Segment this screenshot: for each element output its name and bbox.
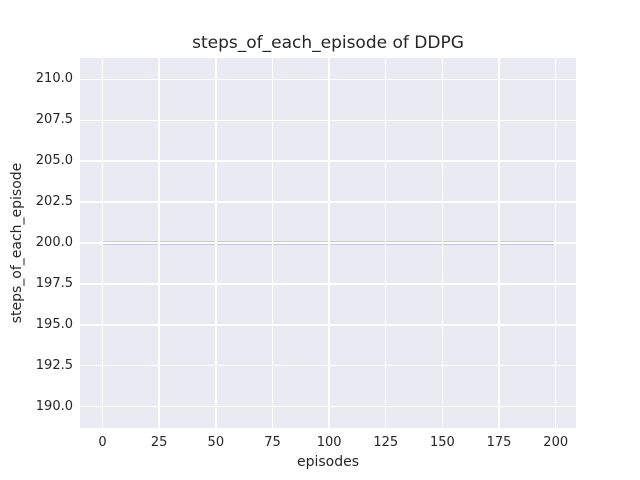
x-axis-label: episodes (296, 454, 360, 470)
y-tick-label: 210.0 (35, 71, 73, 87)
y-tick-label: 207.5 (35, 112, 73, 128)
y-gridline (80, 160, 576, 162)
y-tick-label: 192.5 (35, 357, 73, 373)
y-tick-label: 195.0 (35, 316, 73, 332)
y-gridline (80, 242, 576, 244)
y-tick-label: 200.0 (35, 235, 73, 250)
x-tick-label: 0 (98, 435, 107, 450)
x-tick-label: 200 (543, 435, 569, 450)
y-tick-label: 205.0 (35, 153, 73, 169)
y-tick-label: 202.5 (35, 194, 73, 210)
x-tick-label: 150 (430, 435, 455, 450)
y-tick-label: 197.5 (35, 275, 73, 291)
x-tick-label: 75 (264, 435, 281, 450)
x-tick-label: 100 (316, 435, 342, 450)
y-gridline (80, 324, 576, 326)
x-tick-label: 50 (207, 435, 225, 450)
y-gridline (80, 283, 576, 285)
y-gridline (80, 119, 576, 121)
chart-title: steps_of_each_episode of DDPG (192, 33, 464, 53)
x-tick-label: 25 (150, 435, 168, 450)
plot-area (80, 58, 576, 428)
y-tick-label: 190.0 (35, 398, 73, 414)
y-gridline (80, 78, 576, 80)
x-tick-label: 125 (373, 435, 399, 450)
x-tick-label: 175 (486, 435, 512, 450)
y-gridline (80, 406, 576, 408)
y-gridline (80, 365, 576, 367)
y-gridline (80, 201, 576, 203)
